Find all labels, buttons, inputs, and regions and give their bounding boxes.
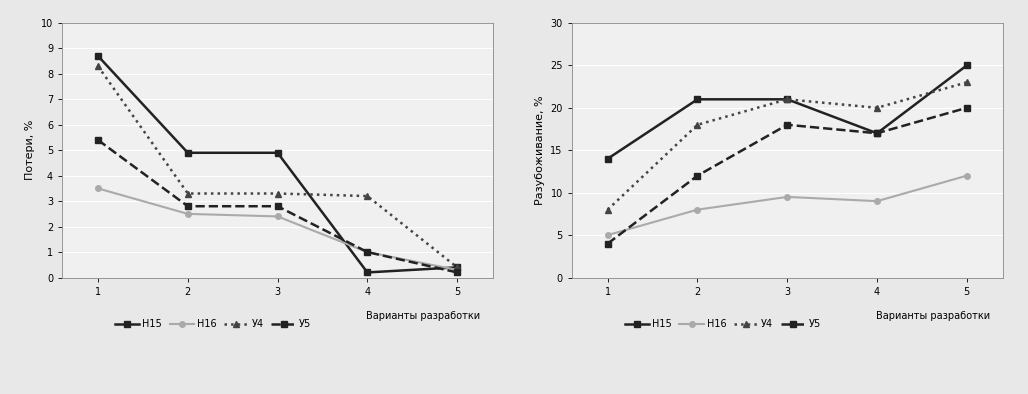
Н15	[182, 151, 194, 155]
Н16	[451, 268, 464, 272]
Text: Варианты разработки: Варианты разработки	[876, 310, 990, 321]
Н15	[361, 270, 373, 275]
Н16	[871, 199, 883, 204]
Н15	[960, 63, 972, 68]
У5	[361, 250, 373, 255]
Line: Н16: Н16	[96, 186, 460, 273]
Н16	[691, 207, 703, 212]
Line: У4: У4	[96, 63, 460, 270]
Legend: Н15, Н16, У4, У5: Н15, Н16, У4, У5	[111, 316, 315, 333]
Y-axis label: Потери, %: Потери, %	[26, 120, 35, 180]
Line: У4: У4	[604, 80, 969, 212]
Н16	[361, 250, 373, 255]
Legend: Н15, Н16, У4, У5: Н15, Н16, У4, У5	[621, 316, 824, 333]
Н15	[871, 131, 883, 136]
Line: У5: У5	[96, 137, 460, 275]
Н16	[781, 195, 794, 199]
У4	[91, 64, 104, 69]
Н16	[960, 173, 972, 178]
У5	[182, 204, 194, 208]
У5	[781, 123, 794, 127]
У4	[271, 191, 284, 196]
Н16	[271, 214, 284, 219]
Н15	[271, 151, 284, 155]
Н15	[781, 97, 794, 102]
У5	[451, 270, 464, 275]
У5	[601, 241, 614, 246]
Н16	[601, 233, 614, 238]
Н16	[182, 212, 194, 216]
Line: У5: У5	[604, 105, 969, 246]
У5	[271, 204, 284, 208]
У5	[91, 138, 104, 142]
У4	[960, 80, 972, 85]
У4	[601, 207, 614, 212]
У4	[361, 194, 373, 199]
У4	[691, 123, 703, 127]
У4	[871, 106, 883, 110]
Line: Н15: Н15	[604, 63, 969, 162]
У5	[691, 173, 703, 178]
У5	[960, 106, 972, 110]
Y-axis label: Разубоживание, %: Разубоживание, %	[535, 95, 545, 205]
Н15	[451, 265, 464, 270]
Text: Варианты разработки: Варианты разработки	[366, 310, 480, 321]
У4	[451, 265, 464, 270]
У5	[871, 131, 883, 136]
У4	[182, 191, 194, 196]
Н15	[691, 97, 703, 102]
Н16	[91, 186, 104, 191]
Line: Н15: Н15	[96, 53, 460, 275]
Н15	[91, 54, 104, 58]
Line: Н16: Н16	[604, 173, 969, 238]
Н15	[601, 156, 614, 161]
У4	[781, 97, 794, 102]
